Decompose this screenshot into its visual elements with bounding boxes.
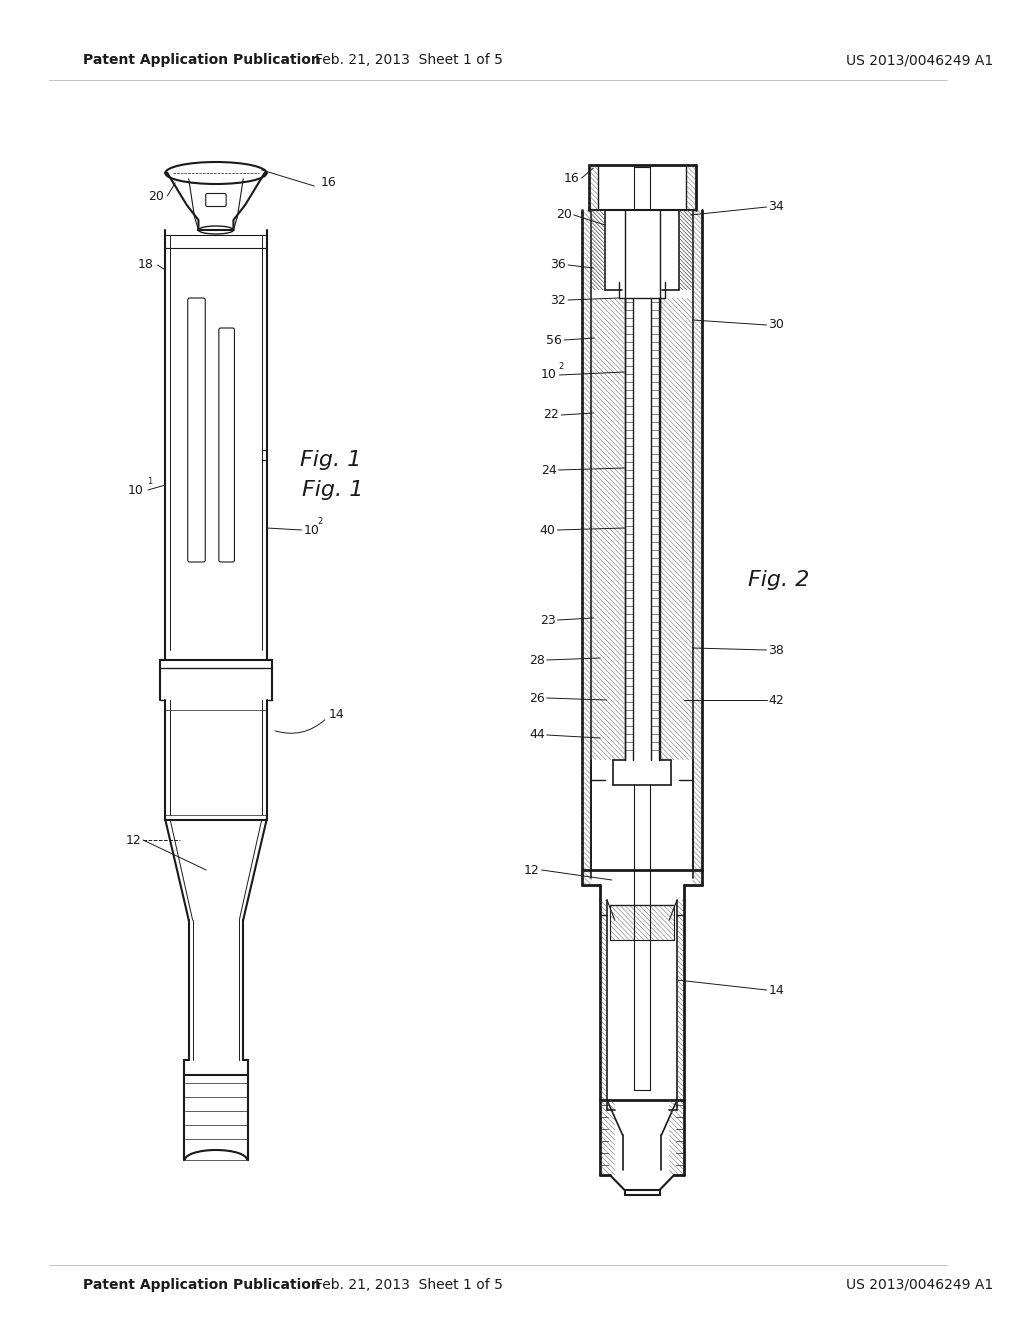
Text: Patent Application Publication: Patent Application Publication [83,1278,321,1292]
Text: Fig. 1: Fig. 1 [302,480,364,500]
Text: Feb. 21, 2013  Sheet 1 of 5: Feb. 21, 2013 Sheet 1 of 5 [314,53,503,67]
Text: 10: 10 [128,483,144,496]
Text: 23: 23 [540,614,555,627]
Text: 18: 18 [138,259,154,272]
Text: US 2013/0046249 A1: US 2013/0046249 A1 [846,53,993,67]
Text: 14: 14 [768,983,784,997]
Text: 10: 10 [303,524,319,536]
Text: 16: 16 [564,172,580,185]
Text: 26: 26 [529,692,545,705]
Text: 20: 20 [147,190,164,202]
Text: Fig. 2: Fig. 2 [748,570,809,590]
Text: 28: 28 [528,653,545,667]
Text: 36: 36 [550,259,566,272]
Text: 14: 14 [329,709,344,722]
Text: 40: 40 [540,524,555,536]
Text: 22: 22 [544,408,559,421]
Text: 30: 30 [768,318,784,331]
Text: 32: 32 [550,293,566,306]
Text: 16: 16 [321,177,337,190]
Text: 34: 34 [768,201,784,214]
Text: 38: 38 [768,644,784,656]
Text: 20: 20 [556,209,572,222]
Text: 12: 12 [125,833,141,846]
Text: 56: 56 [547,334,562,346]
Text: Feb. 21, 2013  Sheet 1 of 5: Feb. 21, 2013 Sheet 1 of 5 [314,1278,503,1292]
Text: US 2013/0046249 A1: US 2013/0046249 A1 [846,1278,993,1292]
Text: 44: 44 [529,729,545,742]
Text: Fig. 1: Fig. 1 [300,450,361,470]
Text: 2: 2 [317,517,323,525]
Text: 42: 42 [768,693,784,706]
Text: 1: 1 [146,477,153,486]
Text: 24: 24 [541,463,556,477]
Text: Patent Application Publication: Patent Application Publication [83,53,321,67]
Text: 12: 12 [524,863,540,876]
Text: 2: 2 [558,362,563,371]
Text: 10: 10 [541,368,556,381]
